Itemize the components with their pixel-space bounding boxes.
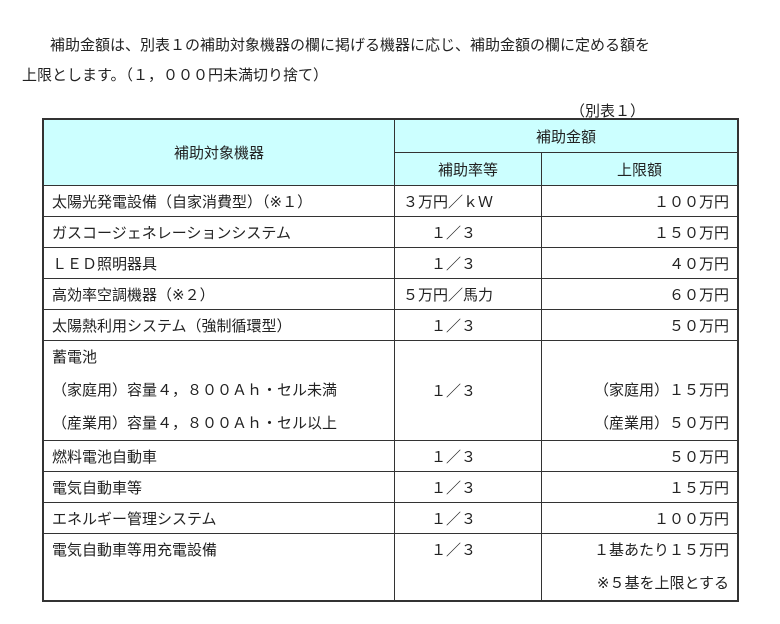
rate-cell: １／３ [394, 533, 542, 602]
limit-industrial: （産業用）５０万円 [593, 414, 729, 432]
rate-cell: １／３ [394, 340, 542, 441]
rate-cell: １／３ [394, 440, 542, 472]
limit-cell: ４０万円 [541, 247, 739, 279]
rate-cell: １／３ [394, 502, 542, 534]
equipment-cell: 蓄電池 （家庭用）容量４，８００Ａｈ・セル未満 （産業用）容量４，８００Ａｈ・セ… [42, 340, 395, 441]
equipment-cell: 電気自動車等 [42, 471, 395, 503]
equipment-cell: エネルギー管理システム [42, 502, 395, 534]
table-row: ＬＥＤ照明器具 １／３ ４０万円 [42, 247, 739, 279]
charger-limit: １基あたり１５万円 [593, 541, 729, 559]
charger-rate: １／３ [431, 541, 477, 559]
charger-note: ※５基を上限とする [596, 574, 729, 592]
battery-label: 蓄電池 [52, 348, 98, 366]
table-row: ガスコージェネレーションシステム １／３ １５０万円 [42, 216, 739, 248]
equipment-cell: 太陽光発電設備（自家消費型）（※１） [42, 185, 395, 217]
limit-home: （家庭用）１５万円 [593, 381, 729, 399]
table-row: 高効率空調機器（※２） ５万円／馬力 ６０万円 [42, 278, 739, 310]
rate-cell: ３万円／ｋＷ [394, 185, 542, 217]
table-caption: （別表１） [570, 102, 646, 120]
table-row: 太陽熱利用システム（強制循環型） １／３ ５０万円 [42, 309, 739, 341]
rate-cell: １／３ [394, 309, 542, 341]
limit-cell: １００万円 [541, 185, 739, 217]
charger-label: 電気自動車等用充電設備 [52, 541, 218, 559]
limit-cell: １基あたり１５万円 ※５基を上限とする [541, 533, 739, 602]
equipment-cell: ＬＥＤ照明器具 [42, 247, 395, 279]
limit-cell: ５０万円 [541, 309, 739, 341]
battery-home: （家庭用）容量４，８００Ａｈ・セル未満 [52, 381, 338, 399]
limit-cell: １５万円 [541, 471, 739, 503]
table-row: 燃料電池自動車 １／３ ５０万円 [42, 440, 739, 472]
equipment-cell: 燃料電池自動車 [42, 440, 395, 472]
table-row: 太陽光発電設備（自家消費型）（※１） ３万円／ｋＷ １００万円 [42, 185, 739, 217]
header-equipment: 補助対象機器 [42, 118, 395, 186]
equipment-cell: ガスコージェネレーションシステム [42, 216, 395, 248]
rate-cell: ５万円／馬力 [394, 278, 542, 310]
rate-cell: １／３ [394, 216, 542, 248]
table-row: 電気自動車等 １／３ １５万円 [42, 471, 739, 503]
table-row-battery: 蓄電池 （家庭用）容量４，８００Ａｈ・セル未満 （産業用）容量４，８００Ａｈ・セ… [42, 340, 739, 441]
limit-cell: ５０万円 [541, 440, 739, 472]
intro-line-2: 上限とします。（１，０００円未満切り捨て） [22, 66, 329, 84]
rate-cell: １／３ [394, 247, 542, 279]
intro-line-1: 補助金額は、別表１の補助対象機器の欄に掲げる機器に応じ、補助金額の欄に定める額を [50, 36, 651, 54]
limit-cell: １００万円 [541, 502, 739, 534]
limit-cell: （家庭用）１５万円 （産業用）５０万円 [541, 340, 739, 441]
battery-industrial: （産業用）容量４，８００Ａｈ・セル以上 [52, 414, 338, 432]
equipment-cell: 電気自動車等用充電設備 [42, 533, 395, 602]
header-rate: 補助率等 [394, 152, 542, 186]
table-row: エネルギー管理システム １／３ １００万円 [42, 502, 739, 534]
header-amount: 補助金額 [394, 118, 739, 153]
limit-cell: ６０万円 [541, 278, 739, 310]
subsidy-table: 補助対象機器 補助金額 補助率等 上限額 太陽光発電設備（自家消費型）（※１） ３… [42, 118, 739, 602]
table-row-charger: 電気自動車等用充電設備 １／３ １基あたり１５万円 ※５基を上限とする [42, 533, 739, 602]
limit-cell: １５０万円 [541, 216, 739, 248]
header-limit: 上限額 [541, 152, 739, 186]
equipment-cell: 太陽熱利用システム（強制循環型） [42, 309, 395, 341]
equipment-cell: 高効率空調機器（※２） [42, 278, 395, 310]
rate-cell: １／３ [394, 471, 542, 503]
